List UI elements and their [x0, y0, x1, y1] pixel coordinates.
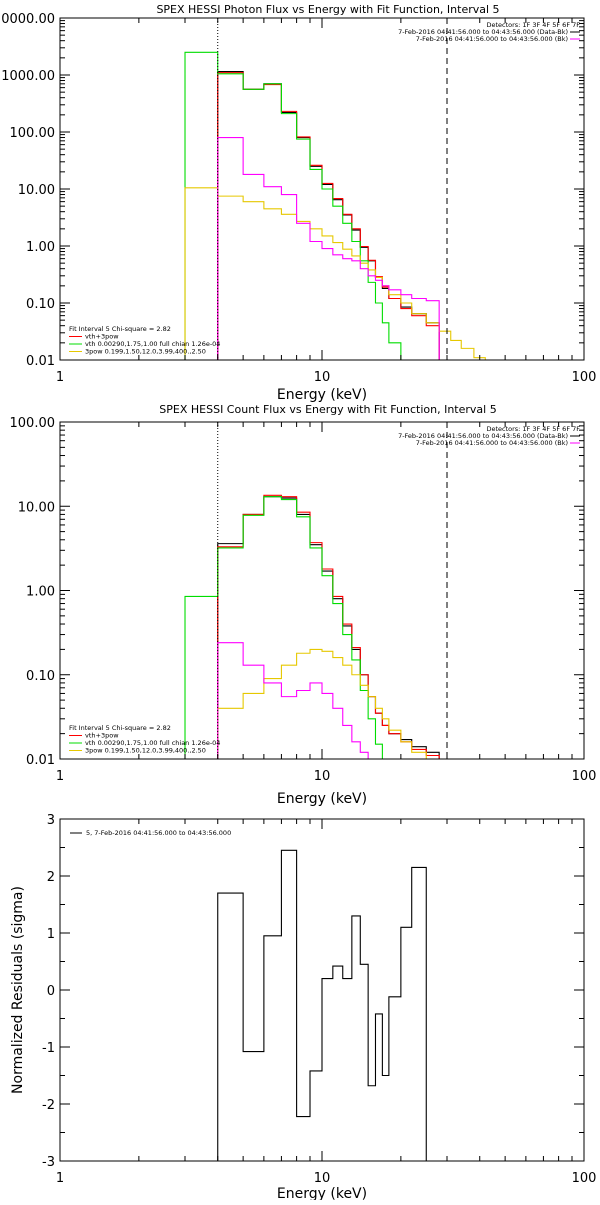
series-1-line: [217, 849, 427, 1161]
series-group: [184, 494, 440, 759]
y-tick-label: 0.10: [26, 669, 55, 684]
y-tick-label: 0.01: [26, 354, 55, 369]
panel-2: SPEX HESSI Count Flux vs Energy with Fit…: [10, 403, 597, 807]
plot-frame: [59, 421, 585, 760]
x-axis-label: Energy (keV): [277, 1186, 367, 1200]
y-axis-label: Normalized Residuals (sigma): [10, 886, 26, 1094]
x-axis-label: Energy (keV): [277, 387, 367, 403]
legend-bl-entry: Fit Interval 5 Chi-square = 2.82: [69, 325, 171, 333]
series-3-line: [184, 496, 390, 759]
x-tick-label: 10: [314, 370, 331, 385]
chart-title: SPEX HESSI Photon Flux vs Energy with Fi…: [156, 3, 499, 16]
y-tick-label: 1000.00: [1, 69, 55, 84]
y-tick-label: 0000.00: [1, 12, 55, 27]
legend-tr-entry: Detectors: 1F 3F 4F 5F 6F 7F: [486, 21, 580, 29]
legend-bl-entry: vth 0.00290,1.75,1.00 full chian 1.26e-0…: [85, 340, 220, 348]
series-2-line: [217, 494, 440, 759]
y-tick-label: 1: [47, 927, 55, 942]
x-tick-label: 1: [56, 1171, 64, 1186]
panel-1: SPEX HESSI Photon Flux vs Energy with Fi…: [1, 3, 596, 403]
legend-tr-entry: 7-Feb-2016 04:41:56.000 to 04:43:56.000 …: [398, 28, 568, 36]
y-tick-label: 10.00: [18, 500, 55, 515]
y-tick-label: 0: [47, 984, 55, 999]
legend-tr-entry: 7-Feb-2016 04:41:56.000 to 04:43:56.000 …: [416, 439, 568, 447]
y-tick-label: 3: [47, 813, 55, 828]
legend-tr-entry: Detectors: 1F 3F 4F 5F 6F 7F: [486, 425, 580, 433]
x-tick-label: 1: [56, 370, 64, 385]
series-3-line: [184, 51, 413, 360]
legend-bl-entry: 3pow 0.199,1.50,12.0,3.99,400.,2.50: [85, 348, 206, 356]
series-group: [217, 849, 427, 1161]
y-tick-label: 2: [47, 870, 55, 885]
x-tick-label: 100: [572, 370, 597, 385]
series-4-line: [185, 648, 440, 759]
legend-bl-entry: vth+3pow: [85, 732, 119, 740]
y-tick-label: 1.00: [26, 585, 55, 600]
panel-3: 1 10 100 -3 -2 -1 0 1 2 3 Energy (keV) Normalized R…: [10, 813, 597, 1202]
legend-bl-entry: Fit Interval 5 Chi-square = 2.82: [69, 724, 171, 732]
legend-bl-entry: vth+3pow: [85, 333, 119, 341]
y-tick-label: -3: [42, 1155, 55, 1170]
x-axis-label: Energy (keV): [277, 791, 367, 807]
y-tick-label: 0.01: [26, 753, 55, 768]
y-tick-label: 1.00: [26, 240, 55, 255]
series-1-line: [217, 70, 440, 360]
chart-title: SPEX HESSI Count Flux vs Energy with Fit…: [159, 403, 496, 416]
legend-tr-entry: 7-Feb-2016 04:41:56.000 to 04:43:56.000 …: [398, 432, 568, 440]
series-group: [184, 51, 497, 360]
series-5-line: [217, 642, 369, 759]
y-tick-label: -2: [42, 1098, 55, 1113]
legend-tl-entry: 5, 7-Feb-2016 04:41:56.000 to 04:43:56.0…: [86, 829, 231, 837]
x-tick-label: 100: [572, 1171, 597, 1186]
y-tick-label: 0.10: [26, 297, 55, 312]
legend-bl-entry: 3pow 0.199,1.50,12.0,3.99,400.,2.50: [85, 747, 206, 755]
y-tick-label: 100.00: [10, 126, 56, 141]
series-4-line: [184, 187, 497, 360]
x-tick-label: 10: [314, 769, 331, 784]
series-5-line: [217, 136, 440, 360]
y-tick-label: 10.00: [18, 183, 55, 198]
legend-bl-entry: vth 0.00290,1.75,1.00 full chian 1.26e-0…: [85, 739, 220, 747]
y-tick-label: 100.00: [10, 416, 56, 431]
y-tick-label: -1: [42, 1041, 55, 1056]
legend-tr-entry: 7-Feb-2016 04:41:56.000 to 04:43:56.000 …: [416, 35, 568, 43]
x-tick-label: 100: [572, 769, 597, 784]
series-1-line: [217, 496, 440, 759]
x-tick-label: 10: [314, 1171, 331, 1186]
series-2-line: [217, 72, 440, 360]
x-tick-label: 1: [56, 769, 64, 784]
